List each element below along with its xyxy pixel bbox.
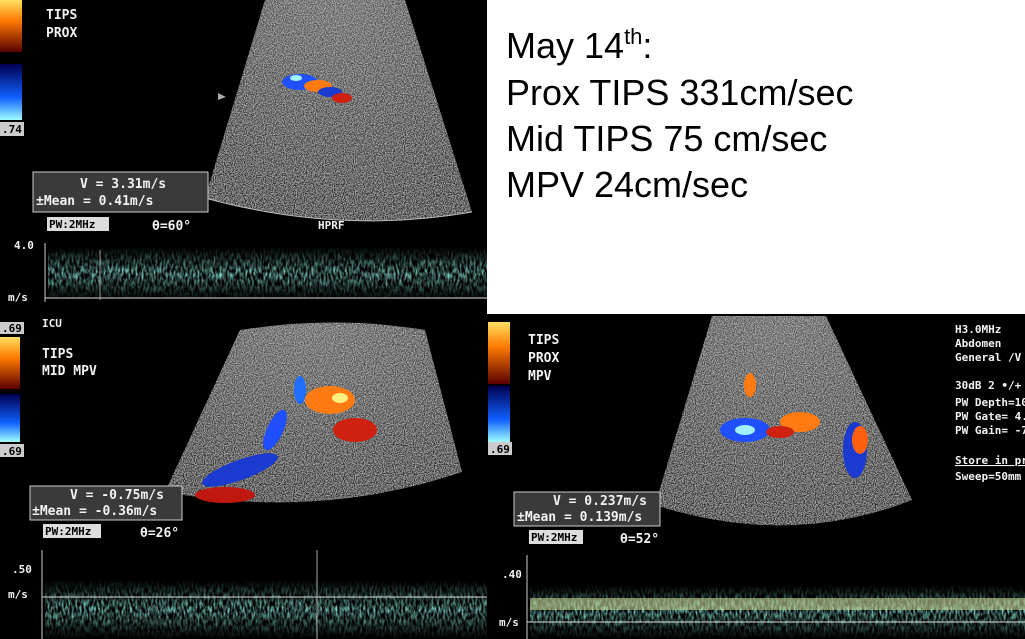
measurement-box: [513, 491, 661, 527]
note-line: Prox TIPS 331cm/sec: [506, 72, 853, 113]
date-colon: :: [642, 25, 652, 66]
color-bar: [0, 0, 22, 52]
measurement-box: [32, 171, 209, 213]
mean-velocity: ±Mean = 0.41m/s: [36, 194, 153, 209]
note-line: Mid TIPS 75 cm/sec: [506, 118, 827, 159]
color-bar: [488, 322, 510, 384]
date-suffix: th: [624, 24, 642, 49]
spectrum-scale: .50: [12, 563, 32, 576]
sector-image: [165, 322, 462, 503]
probe-box: [43, 524, 101, 538]
velocity: V = 0.237m/s: [553, 494, 647, 509]
setting: PW Gain= -7: [955, 424, 1025, 437]
color-flow: [720, 373, 868, 478]
setting: Sweep=50mm: [955, 470, 1022, 483]
panel-label: TIPS: [528, 333, 559, 348]
date-main: May 14: [506, 25, 624, 66]
angle: θ=52°: [620, 532, 659, 547]
probe: PW:2MHz: [45, 525, 91, 538]
scale-box: [0, 322, 24, 334]
mode: HPRF: [318, 219, 345, 232]
spectrum: [48, 247, 487, 300]
spectrum-scale: .40: [502, 568, 522, 581]
scale-label: .74: [2, 123, 22, 136]
panel-label: MID MPV: [42, 364, 97, 379]
color-flow: [195, 376, 377, 503]
probe-box: [47, 217, 109, 231]
panel-label: TIPS: [42, 347, 73, 362]
panel-label: TIPS: [46, 8, 77, 23]
spectrum-unit: m/s: [8, 588, 28, 601]
color-bar: [488, 386, 510, 442]
note-line: MPV 24cm/sec: [506, 164, 748, 205]
scale-box: [0, 444, 24, 457]
setting: PW Gate= 4.: [955, 410, 1025, 423]
marker: [218, 93, 226, 100]
angle: θ=60°: [152, 219, 191, 234]
location: ICU: [42, 317, 62, 330]
color-flow: [282, 74, 352, 103]
panel-label: PROX: [46, 26, 77, 41]
angle: θ=26°: [140, 526, 179, 541]
panel-label: PROX: [528, 351, 559, 366]
spectrum: [45, 580, 487, 639]
spectrum-envelope: [530, 598, 1025, 610]
notes-area: [487, 0, 1025, 314]
spectrum-scale: 4.0: [14, 239, 34, 252]
scale-box: [488, 442, 512, 455]
scale-box: [0, 122, 24, 136]
measurement-box: [29, 485, 183, 521]
notes-date: May 14th:: [506, 24, 652, 66]
color-bar: [0, 394, 20, 442]
color-bar: [0, 337, 20, 389]
ultrasound-panel: .74 TIPS PROX V = 3.31m/s ±Mean = 0.41m/…: [0, 0, 487, 304]
scale-label: .69: [2, 445, 22, 458]
scale-label: .69: [490, 443, 510, 456]
color-bar: [0, 64, 22, 120]
sector-image: [205, 0, 472, 221]
scale-label: .69: [2, 322, 22, 335]
panel-label: MPV: [528, 369, 552, 384]
setting: Store in proc: [955, 454, 1025, 467]
probe-box: [529, 530, 583, 544]
spectrum-unit: m/s: [499, 616, 519, 629]
velocity: V = 3.31m/s: [80, 177, 166, 192]
spectrum-unit: m/s: [8, 291, 28, 304]
probe: PW:2MHz: [49, 218, 95, 231]
spectrum: [530, 585, 1025, 639]
setting: PW Depth=10: [955, 396, 1025, 409]
probe: PW:2MHz: [531, 531, 577, 544]
ultrasound-panel: .69 TIPS PROX MPV H3.0MHz Abdomen Genera…: [488, 316, 1025, 639]
mean-velocity: ±Mean = -0.36m/s: [32, 504, 157, 519]
setting: General /V: [955, 351, 1022, 364]
setting: 30dB 2 •/+: [955, 379, 1022, 392]
ultrasound-panel: .69 ICU .69 TIPS MID MPV V = -0.75m/s ±M…: [0, 317, 487, 639]
velocity: V = -0.75m/s: [70, 488, 164, 503]
setting: H3.0MHz: [955, 323, 1001, 336]
sector-edge: [204, 197, 473, 222]
setting: Abdomen: [955, 337, 1001, 350]
mean-velocity: ±Mean = 0.139m/s: [517, 510, 642, 525]
